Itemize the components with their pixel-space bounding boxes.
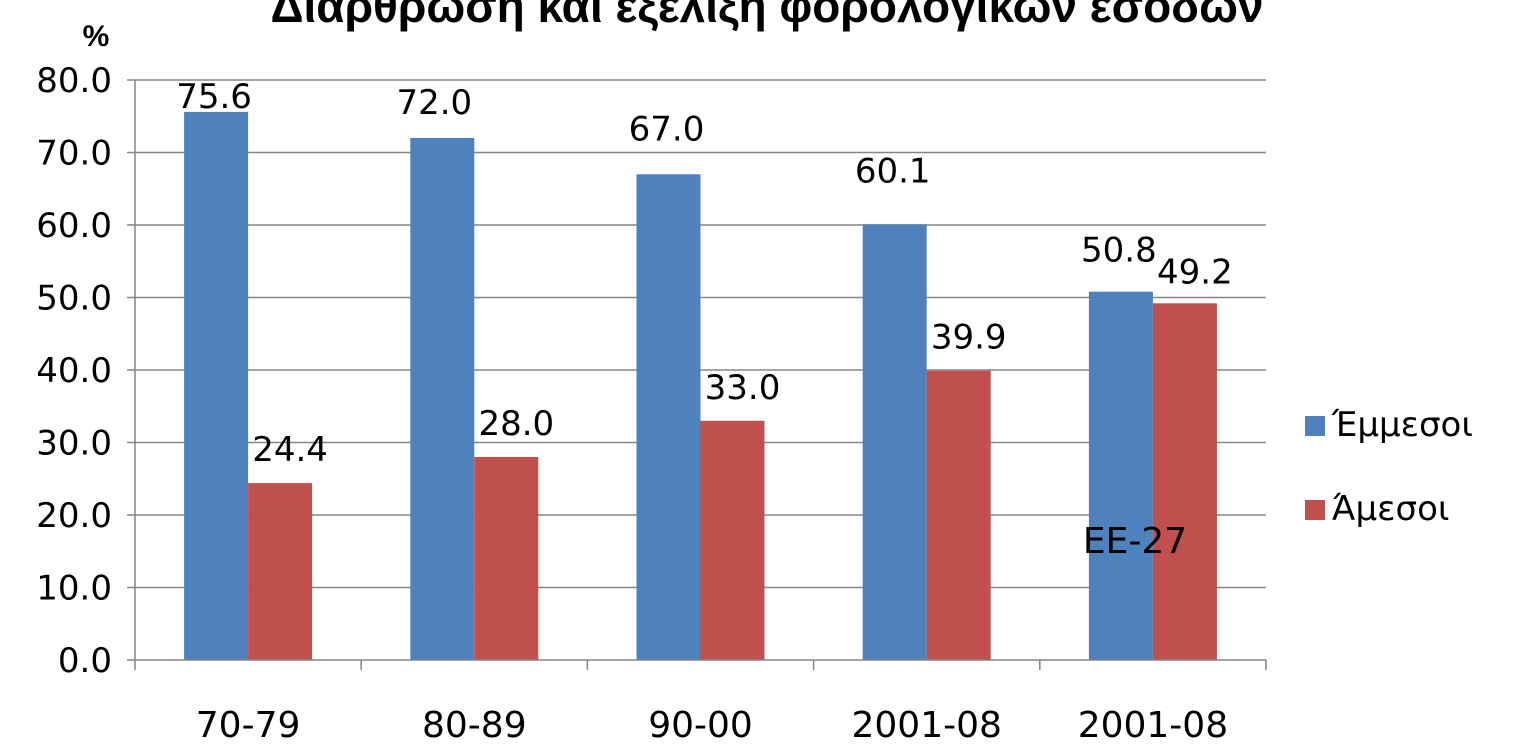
- data-label: 72.0: [396, 83, 472, 123]
- y-tick-label: 50.0: [36, 279, 112, 319]
- legend-swatch: [1305, 500, 1325, 520]
- legend-label: Έμμεσοι: [1331, 405, 1473, 445]
- bar-emmesoi: [862, 224, 927, 660]
- bar-emmesoi: [1088, 291, 1153, 660]
- x-tick-label: 90-00: [648, 705, 753, 746]
- bar-amesoi: [474, 457, 539, 660]
- data-label: 49.2: [1157, 252, 1233, 292]
- bar-amesoi: [700, 420, 765, 660]
- x-tick-labels: 70-79 80-89 90-00 2001-08 2001-08: [196, 705, 1228, 746]
- y-tick-label: 80.0: [36, 61, 112, 101]
- y-tick-label: 70.0: [36, 134, 112, 174]
- data-label: 39.9: [931, 318, 1007, 358]
- bar-amesoi: [926, 370, 991, 660]
- data-label: 28.0: [478, 404, 554, 444]
- legend-swatch: [1305, 416, 1325, 436]
- bars: [184, 111, 1217, 660]
- y-tick-label: 20.0: [36, 496, 112, 536]
- y-tick-label: 10.0: [36, 569, 112, 609]
- bar-emmesoi: [184, 111, 249, 660]
- axes: [127, 79, 1267, 670]
- bar-amesoi: [248, 483, 313, 660]
- data-label: 75.6: [176, 77, 252, 117]
- x-tick-label: 2001-08: [851, 705, 1001, 746]
- bar-emmesoi: [410, 138, 475, 660]
- legend-label: Άμεσοι: [1332, 489, 1449, 529]
- data-label: 67.0: [629, 109, 705, 149]
- chart-title: Διαρθρωση και εξελιξη φορολογικων εσοδων: [270, 0, 1263, 32]
- data-label: 60.1: [855, 151, 931, 191]
- y-tick-labels: 0.0 10.0 20.0 30.0 40.0 50.0 60.0 70.0 80.0: [36, 61, 112, 681]
- x-tick-label: 80-89: [422, 705, 527, 746]
- data-labels: 75.6 24.4 72.0 28.0 67.0 33.0 60.1 39.9 50.849.2: [176, 77, 1233, 470]
- x-tick-label: 2001-08: [1078, 705, 1228, 746]
- y-tick-label: 40.0: [36, 351, 112, 391]
- data-label: 24.4: [252, 430, 328, 470]
- bar-emmesoi: [636, 174, 701, 660]
- y-tick-label: 60.0: [36, 206, 112, 246]
- chart-annotation: EE-27: [1083, 521, 1187, 562]
- data-label: 33.0: [705, 368, 781, 408]
- x-tick-label: 70-79: [196, 705, 301, 746]
- data-label: 50.8: [1081, 231, 1157, 271]
- bar-amesoi: [1152, 303, 1217, 660]
- y-axis-unit-label: %: [83, 20, 110, 53]
- legend: Έμμεσοι Άμεσοι: [1305, 405, 1473, 529]
- y-tick-label: 0.0: [58, 641, 112, 681]
- y-tick-label: 30.0: [36, 424, 112, 464]
